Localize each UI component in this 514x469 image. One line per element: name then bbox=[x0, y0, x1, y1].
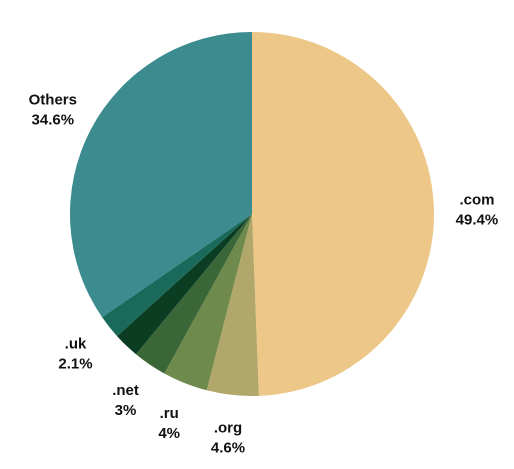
slice-label: .net bbox=[112, 382, 139, 399]
pie-slice bbox=[135, 214, 252, 374]
value-label: 49.4% bbox=[456, 212, 499, 229]
value-label: 3% bbox=[115, 402, 137, 419]
value-label: 4% bbox=[158, 425, 180, 442]
slice-label: Others bbox=[29, 91, 77, 108]
pie-slice bbox=[164, 214, 252, 391]
pie-slice bbox=[206, 214, 259, 396]
pie-slice bbox=[252, 32, 435, 396]
value-label: 34.6% bbox=[32, 111, 75, 128]
slice-label: .uk bbox=[65, 336, 87, 353]
slice-label: .org bbox=[214, 420, 242, 437]
value-label: 2.1% bbox=[58, 356, 92, 373]
pie-slice bbox=[102, 214, 252, 337]
pie-slice bbox=[70, 32, 253, 318]
value-label: 4.6% bbox=[211, 440, 245, 457]
slice-label: .com bbox=[459, 192, 494, 209]
slice-label: .ru bbox=[160, 405, 179, 422]
pie-slice bbox=[117, 214, 253, 355]
